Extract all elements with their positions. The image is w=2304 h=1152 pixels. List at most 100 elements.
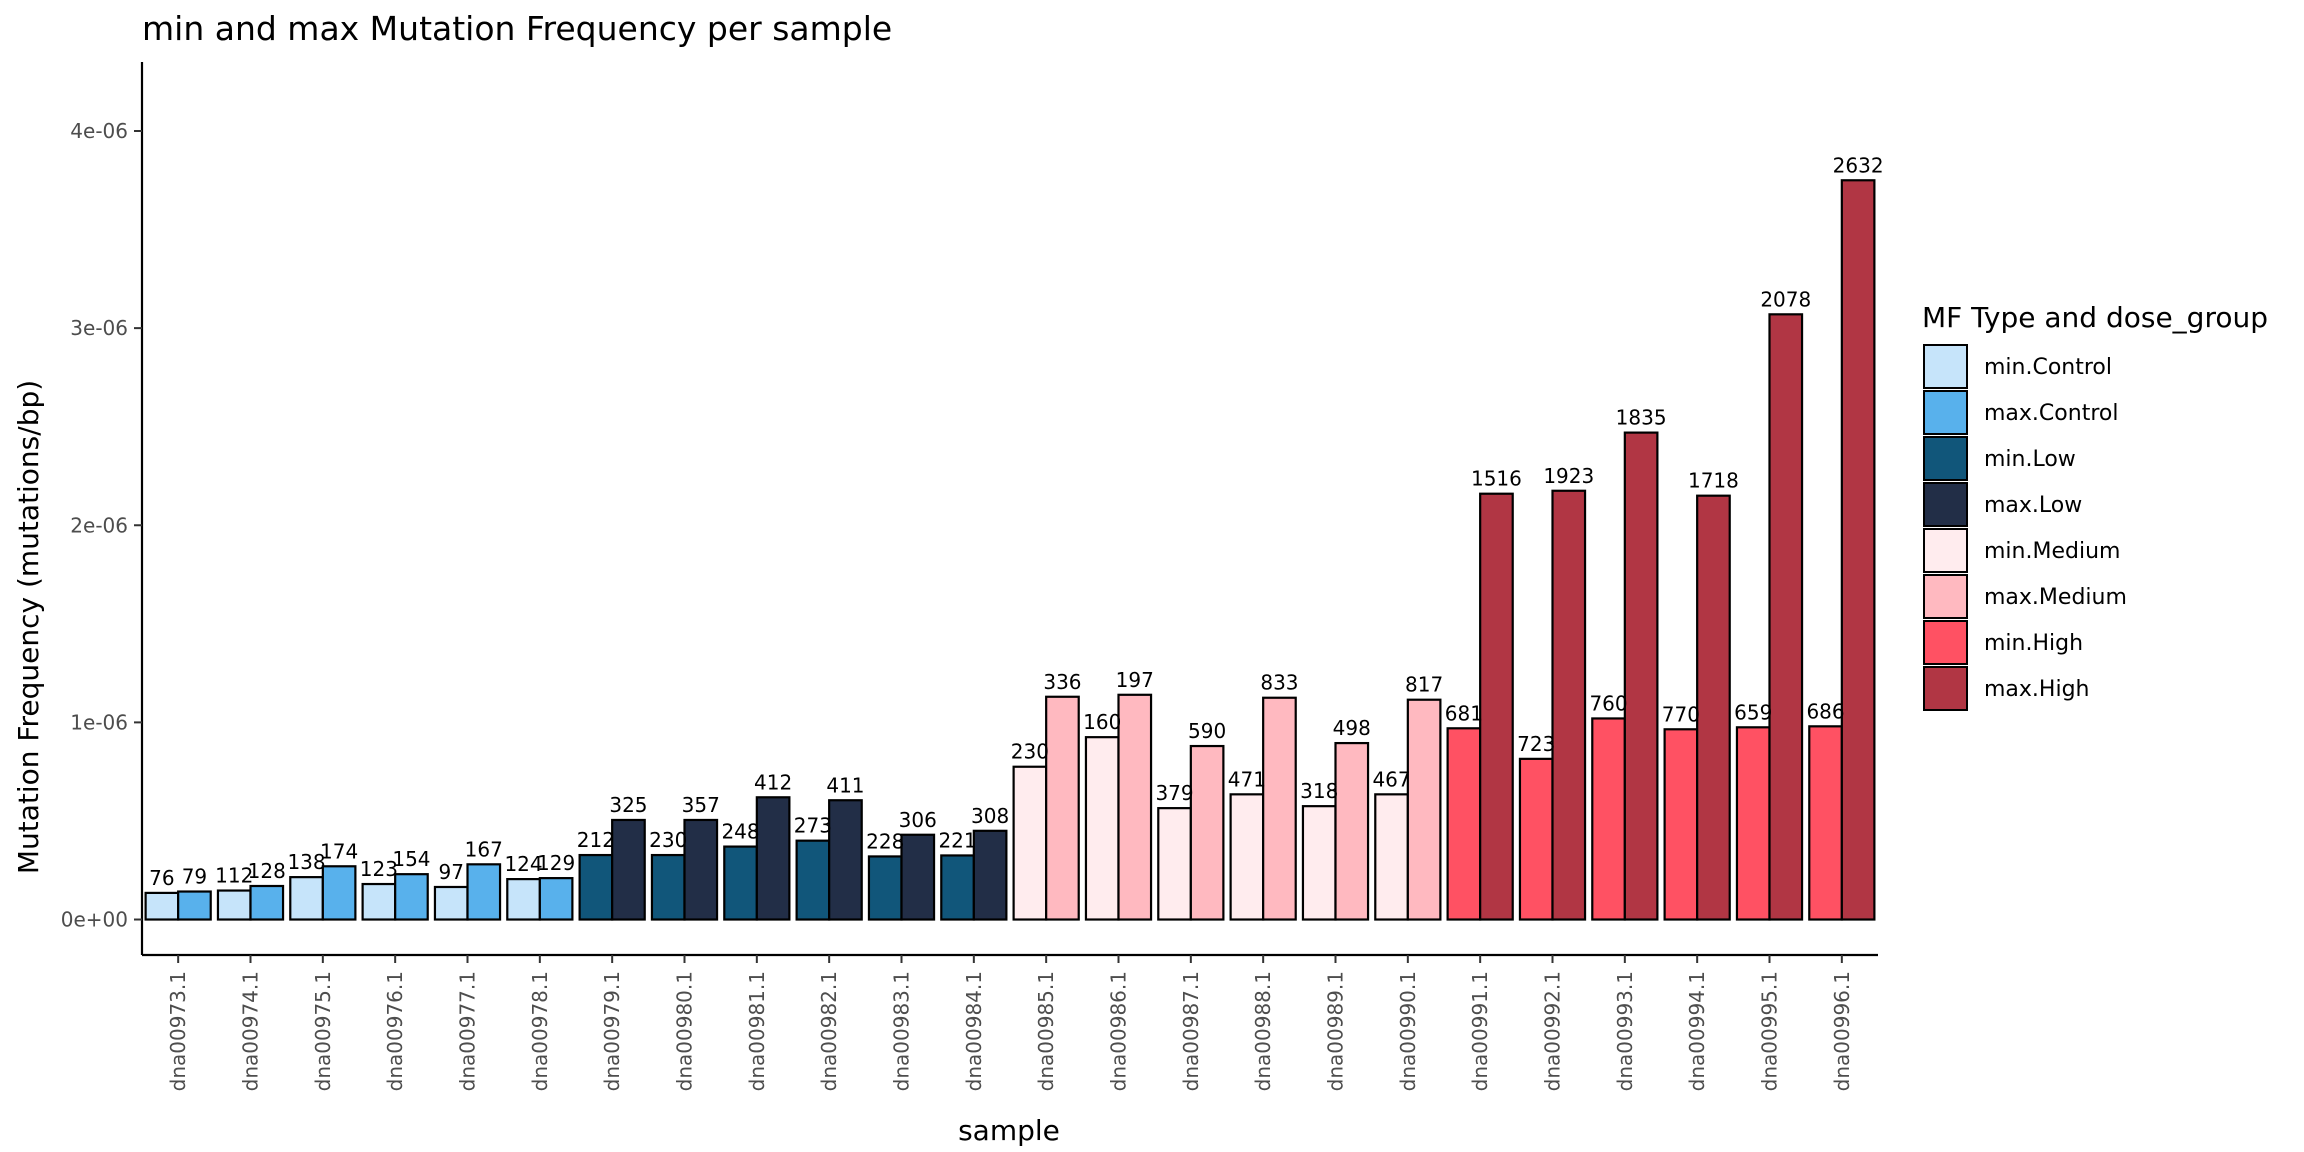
- bar-min-dna00991.1: [1446, 727, 1482, 921]
- x-tick-label: dna00982.1: [817, 971, 841, 1091]
- x-tick-label: dna00984.1: [962, 971, 986, 1091]
- x-tick-label: dna00993.1: [1613, 971, 1637, 1091]
- bar-label-min-dna00993.1: 760: [1589, 691, 1627, 715]
- bar-label-max-dna00989.1: 498: [1333, 716, 1371, 740]
- bar-max-dna00985.1: [1045, 695, 1080, 921]
- legend-swatch: [1923, 344, 1968, 389]
- bar-label-max-dna00983.1: 306: [899, 808, 937, 832]
- bar-min-dna00989.1: [1301, 805, 1337, 921]
- bar-label-min-dna00992.1: 723: [1517, 732, 1555, 756]
- bar-label-max-dna00993.1: 1835: [1616, 406, 1667, 430]
- bar-label-min-dna00979.1: 212: [577, 828, 615, 852]
- bar-max-dna00975.1: [321, 865, 357, 921]
- bar-max-dna00979.1: [611, 818, 646, 921]
- bar-min-dna00996.1: [1808, 725, 1843, 921]
- y-tick-label: 3e-06: [70, 316, 128, 340]
- x-tick-label: dna00978.1: [528, 971, 552, 1091]
- bar-label-min-dna00976.1: 123: [360, 857, 398, 881]
- y-tick-label: 0e+00: [61, 908, 128, 932]
- x-tick-label: dna00979.1: [600, 971, 624, 1091]
- bar-label-max-dna00980.1: 357: [682, 793, 720, 817]
- bar-label-min-dna00982.1: 273: [794, 814, 832, 838]
- bar-max-dna00973.1: [177, 890, 212, 921]
- bar-min-dna00984.1: [940, 854, 975, 921]
- bar-label-min-dna00990.1: 467: [1372, 767, 1410, 791]
- bar-label-max-dna00991.1: 1516: [1471, 467, 1522, 491]
- y-tick-label: 4e-06: [70, 119, 128, 143]
- bar-min-dna00985.1: [1012, 765, 1048, 921]
- bar-max-dna00993.1: [1623, 431, 1659, 921]
- bar-label-min-dna00986.1: 160: [1083, 710, 1121, 734]
- bar-max-dna00977.1: [466, 863, 502, 921]
- x-tick-label: dna00991.1: [1468, 971, 1492, 1091]
- legend-label: max.Control: [1984, 401, 2118, 426]
- bar-max-dna00995.1: [1768, 313, 1804, 921]
- x-tick-label: dna00977.1: [456, 971, 480, 1091]
- bar-max-dna00991.1: [1479, 492, 1514, 921]
- x-tick-label: dna00995.1: [1758, 971, 1782, 1091]
- bar-min-dna00994.1: [1663, 728, 1699, 921]
- bar-label-min-dna00978.1: 124: [504, 852, 542, 876]
- x-tick-label: dna00976.1: [383, 971, 407, 1091]
- bar-label-min-dna00988.1: 471: [1228, 767, 1266, 791]
- bar-label-min-dna00980.1: 230: [649, 828, 687, 852]
- bar-label-max-dna00973.1: 79: [182, 865, 207, 889]
- x-axis-title: sample: [958, 1114, 1060, 1147]
- legend-swatch: [1923, 390, 1968, 435]
- legend-swatch: [1923, 620, 1968, 665]
- bar-min-dna00978.1: [506, 878, 541, 921]
- bar-label-max-dna00986.1: 197: [1116, 668, 1154, 692]
- bar-label-max-dna00978.1: 129: [537, 851, 575, 875]
- legend: MF Type and dose_group min.Control max.Co…: [1922, 301, 2268, 711]
- bar-label-max-dna00976.1: 154: [392, 847, 430, 871]
- bar-label-min-dna00995.1: 659: [1734, 700, 1772, 724]
- bar-min-dna00990.1: [1374, 793, 1409, 921]
- bars: [144, 179, 1876, 921]
- bar-min-dna00995.1: [1735, 726, 1771, 921]
- legend-swatch: [1923, 574, 1968, 619]
- bar-max-dna00992.1: [1551, 489, 1587, 921]
- bar-min-dna00975.1: [289, 876, 324, 921]
- bar-label-min-dna00977.1: 97: [438, 860, 463, 884]
- x-tick-label: dna00989.1: [1324, 971, 1348, 1091]
- bar-label-min-dna00991.1: 681: [1445, 701, 1483, 725]
- legend-label: min.Control: [1984, 355, 2112, 380]
- bar-label-min-dna00996.1: 686: [1806, 699, 1844, 723]
- legend-label: max.High: [1984, 677, 2090, 702]
- bar-label-min-dna00985.1: 230: [1011, 740, 1049, 764]
- bar-label-max-dna00985.1: 336: [1043, 670, 1081, 694]
- bar-label-max-dna00974.1: 128: [248, 859, 286, 883]
- bar-min-dna00973.1: [144, 891, 180, 921]
- bar-min-dna00992.1: [1518, 757, 1554, 921]
- y-axis-ticks: 0e+00 1e-06 2e-06 3e-06 4e-06: [61, 119, 142, 932]
- x-tick-label: dna00981.1: [745, 971, 769, 1091]
- legend-label: max.Low: [1984, 493, 2082, 518]
- bar-min-dna00974.1: [216, 889, 252, 921]
- bar-max-dna00980.1: [683, 818, 719, 921]
- y-axis-title: Mutation Frequency (mutations/bp): [12, 380, 45, 874]
- x-tick-label: dna00988.1: [1251, 971, 1275, 1091]
- bar-max-dna00994.1: [1696, 494, 1731, 921]
- bar-max-dna00996.1: [1840, 179, 1876, 921]
- y-tick-label: 2e-06: [70, 513, 128, 537]
- bar-max-dna00988.1: [1262, 696, 1297, 921]
- bar-label-min-dna00984.1: 221: [938, 828, 976, 852]
- bar-label-max-dna00990.1: 817: [1405, 673, 1443, 697]
- bar-label-min-dna00981.1: 248: [721, 820, 759, 844]
- bar-max-dna00987.1: [1189, 744, 1225, 921]
- bar-min-dna00986.1: [1084, 736, 1120, 921]
- bar-label-min-dna00974.1: 112: [215, 864, 253, 888]
- bar-label-max-dna00995.1: 2078: [1760, 287, 1811, 311]
- x-tick-label: dna00996.1: [1830, 971, 1854, 1091]
- bar-label-max-dna00996.1: 2632: [1833, 153, 1884, 177]
- x-tick-label: dna00986.1: [1107, 971, 1131, 1091]
- legend-label: min.Medium: [1984, 539, 2120, 564]
- bar-label-min-dna00973.1: 76: [149, 866, 174, 890]
- bar-max-dna00989.1: [1334, 741, 1370, 921]
- x-tick-label: dna00973.1: [166, 971, 190, 1091]
- bar-label-max-dna00975.1: 174: [320, 839, 358, 863]
- bar-max-dna00983.1: [900, 833, 936, 921]
- x-tick-label: dna00983.1: [890, 971, 914, 1091]
